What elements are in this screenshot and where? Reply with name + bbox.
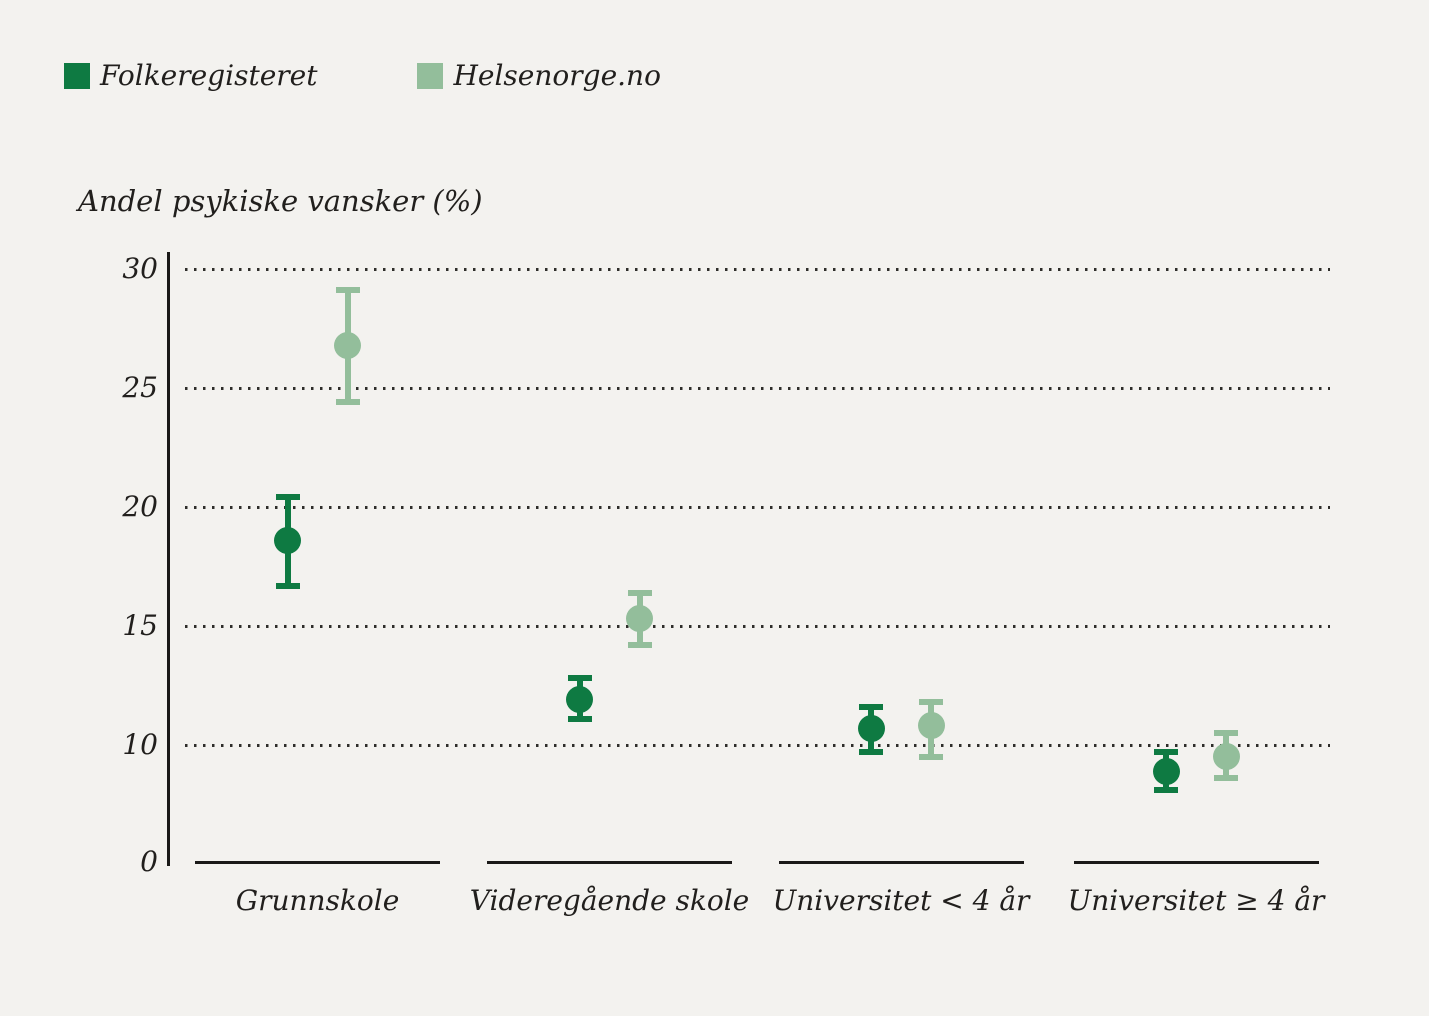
data-point-helsenorge-no-universitet-4-r — [917, 712, 945, 740]
error-cap-top-folkeregisteret-universitet-4-r — [1154, 749, 1178, 756]
gridline-25 — [185, 386, 1330, 390]
category-label-videreg-ende-skole: Videregående skole — [469, 884, 750, 917]
error-cap-bottom-helsenorge-no-videreg-ende-skole — [627, 642, 652, 649]
error-cap-bottom-folkeregisteret-universitet-4-r — [859, 749, 883, 756]
y-tick-label-10: 10 — [122, 728, 158, 761]
x-axis-segment-videreg-ende-skole — [487, 861, 732, 864]
data-point-helsenorge-no-grunnskole — [334, 331, 361, 359]
error-cap-top-helsenorge-no-grunnskole — [335, 287, 360, 294]
legend-swatch-helsenorge — [417, 63, 444, 89]
data-point-folkeregisteret-grunnskole — [274, 526, 301, 554]
legend-swatch-folkeregisteret — [64, 63, 90, 89]
category-label-grunnskole: Grunnskole — [235, 884, 400, 917]
error-cap-top-folkeregisteret-grunnskole — [275, 494, 300, 501]
data-point-folkeregisteret-videreg-ende-skole — [566, 686, 593, 714]
legend-label-helsenorge: Helsenorge.no — [453, 59, 661, 92]
x-axis-segment-universitet-4-r — [1073, 861, 1319, 864]
gridline-30 — [185, 267, 1330, 271]
error-cap-bottom-folkeregisteret-universitet-4-r — [1154, 787, 1178, 794]
legend-item-folkeregisteret: Folkeregisteret — [64, 62, 317, 90]
category-label-universitet-4-r: Universitet ≥ 4 år — [1067, 884, 1325, 917]
error-cap-top-helsenorge-no-universitet-4-r — [919, 699, 943, 706]
y-tick-label-15: 15 — [122, 609, 158, 642]
legend-label-folkeregisteret: Folkeregisteret — [100, 59, 318, 92]
error-cap-top-folkeregisteret-universitet-4-r — [859, 703, 883, 710]
y-tick-label-25: 25 — [122, 371, 158, 404]
x-axis-segment-universitet-4-r — [778, 861, 1024, 864]
data-point-helsenorge-no-universitet-4-r — [1212, 743, 1240, 771]
legend-item-helsenorge: Helsenorge.no — [417, 59, 661, 92]
error-cap-bottom-folkeregisteret-grunnskole — [275, 582, 300, 589]
error-cap-top-helsenorge-no-universitet-4-r — [1214, 730, 1238, 737]
error-cap-top-folkeregisteret-videreg-ende-skole — [567, 675, 592, 682]
gridline-20 — [185, 505, 1330, 509]
y-axis-line — [167, 252, 170, 866]
y-tick-label-0: 0 — [140, 845, 158, 878]
category-label-universitet-4-r: Universitet < 4 år — [772, 884, 1030, 917]
y-tick-label-30: 30 — [122, 252, 158, 285]
data-point-folkeregisteret-universitet-4-r — [857, 714, 885, 742]
y-tick-label-20: 20 — [122, 490, 158, 523]
error-cap-bottom-helsenorge-no-universitet-4-r — [919, 753, 943, 760]
x-axis-segment-grunnskole — [195, 861, 440, 864]
gridline-15 — [185, 624, 1330, 628]
y-axis-title: Andel psykiske vansker (%) — [78, 184, 483, 218]
error-cap-bottom-helsenorge-no-grunnskole — [335, 399, 360, 406]
error-cap-bottom-folkeregisteret-videreg-ende-skole — [567, 715, 592, 722]
error-cap-bottom-helsenorge-no-universitet-4-r — [1214, 775, 1238, 782]
data-point-folkeregisteret-universitet-4-r — [1152, 757, 1180, 785]
legend: Folkeregisteret Helsenorge.no — [64, 62, 661, 90]
gridline-10 — [185, 743, 1330, 747]
data-point-helsenorge-no-videreg-ende-skole — [626, 605, 653, 633]
error-cap-top-helsenorge-no-videreg-ende-skole — [627, 589, 652, 596]
